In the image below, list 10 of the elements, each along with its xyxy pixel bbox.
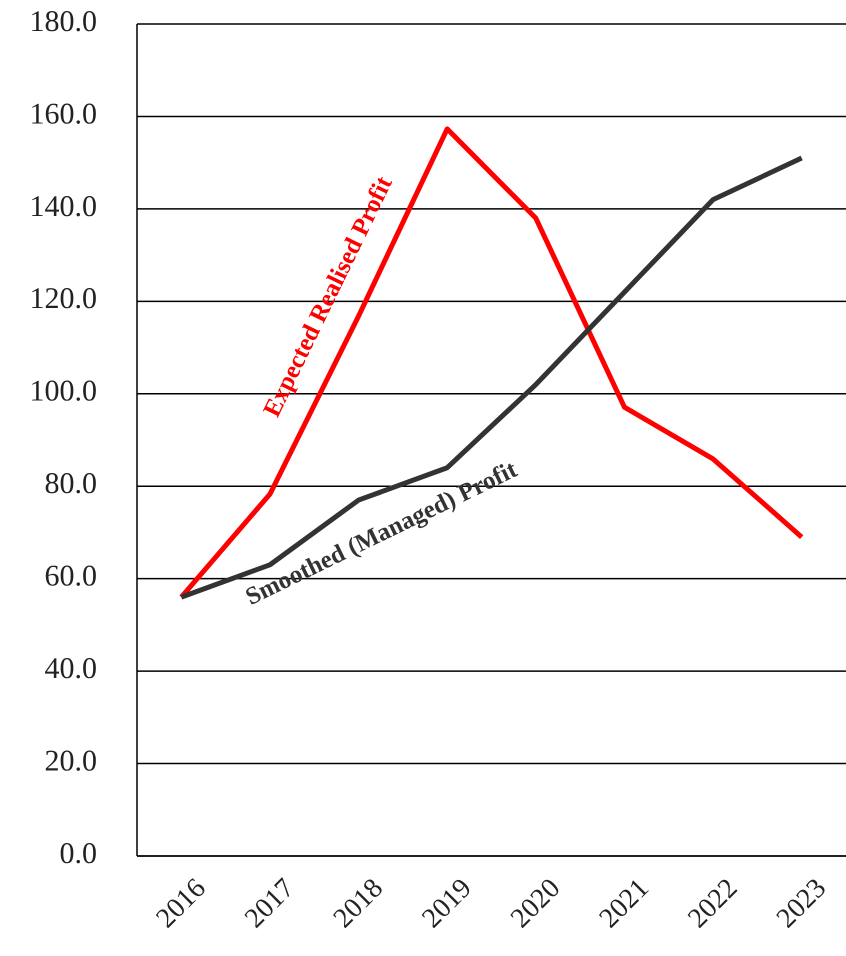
y-tick-label: 180.0 [30, 4, 97, 38]
y-tick-label: 0.0 [60, 836, 97, 870]
y-tick-label: 140.0 [30, 190, 97, 223]
y-tick-label: 160.0 [30, 97, 97, 130]
y-tick-label: 60.0 [44, 560, 97, 593]
y-tick-label: 100.0 [30, 374, 97, 408]
y-tick-label: 40.0 [44, 652, 97, 685]
y-tick-label: 20.0 [44, 744, 97, 778]
y-tick-label: 80.0 [44, 467, 97, 500]
y-tick-label: 120.0 [30, 282, 97, 316]
